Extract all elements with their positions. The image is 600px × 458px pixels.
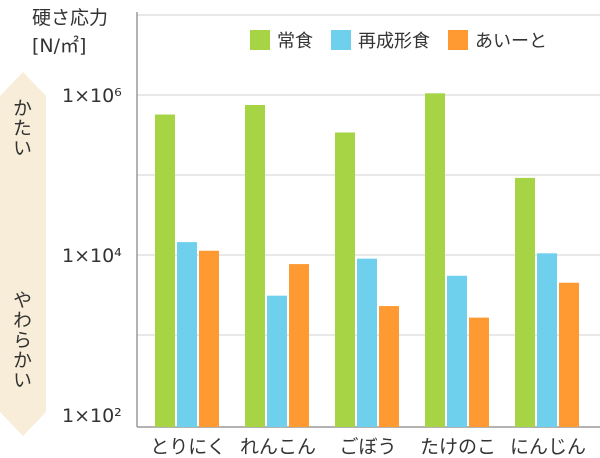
legend-label-reformed: 再成形食 bbox=[358, 31, 430, 52]
x-category-label: にんじん bbox=[510, 436, 586, 458]
legend-item-aito: あいーと bbox=[448, 27, 547, 53]
bar-reformed bbox=[537, 253, 557, 427]
bar-reformed bbox=[357, 258, 377, 427]
bar-regular bbox=[515, 177, 535, 427]
bar-aito bbox=[559, 282, 579, 427]
bar-regular bbox=[335, 132, 355, 427]
x-category-label: とりにく bbox=[150, 436, 226, 458]
legend-swatch-reformed bbox=[331, 30, 351, 50]
y-tick-label: 1×10⁶ bbox=[62, 85, 122, 107]
bar-regular bbox=[245, 104, 265, 427]
bar-aito bbox=[289, 264, 309, 427]
legend-item-regular: 常食 bbox=[250, 27, 313, 53]
x-category-label: れんこん bbox=[240, 436, 316, 458]
y-axis-title-line1: 硬さ応力 bbox=[32, 7, 109, 29]
bar-aito bbox=[379, 306, 399, 427]
y-axis-title: 硬さ応力 [N/㎡] bbox=[32, 4, 108, 60]
legend-label-regular: 常食 bbox=[277, 31, 313, 52]
bar-reformed bbox=[267, 295, 287, 427]
x-category-label: ごぼう bbox=[339, 436, 396, 458]
bar-reformed bbox=[447, 275, 467, 427]
y-tick-label: 1×10⁴ bbox=[62, 245, 122, 267]
bar-regular bbox=[155, 114, 175, 427]
legend-item-reformed: 再成形食 bbox=[331, 27, 430, 53]
y-tick-label: 1×10² bbox=[62, 405, 122, 427]
legend-label-aito: あいーと bbox=[475, 31, 547, 52]
x-category-label: たけのこ bbox=[420, 436, 496, 458]
bar-reformed bbox=[177, 242, 197, 427]
bar-regular bbox=[425, 93, 445, 427]
hard-label: かたい bbox=[10, 98, 32, 158]
soft-label: やわらかい bbox=[10, 290, 32, 390]
bar-aito bbox=[469, 317, 489, 427]
hardness-scale-arrow-shape bbox=[0, 72, 46, 436]
y-axis-title-line2: [N/㎡] bbox=[32, 35, 87, 57]
legend-swatch-aito bbox=[448, 30, 468, 50]
hardness-scale-arrow bbox=[0, 72, 46, 436]
legend-swatch-regular bbox=[250, 30, 270, 50]
bar-aito bbox=[199, 250, 219, 427]
legend: 常食 再成形食 あいーと bbox=[250, 27, 547, 53]
